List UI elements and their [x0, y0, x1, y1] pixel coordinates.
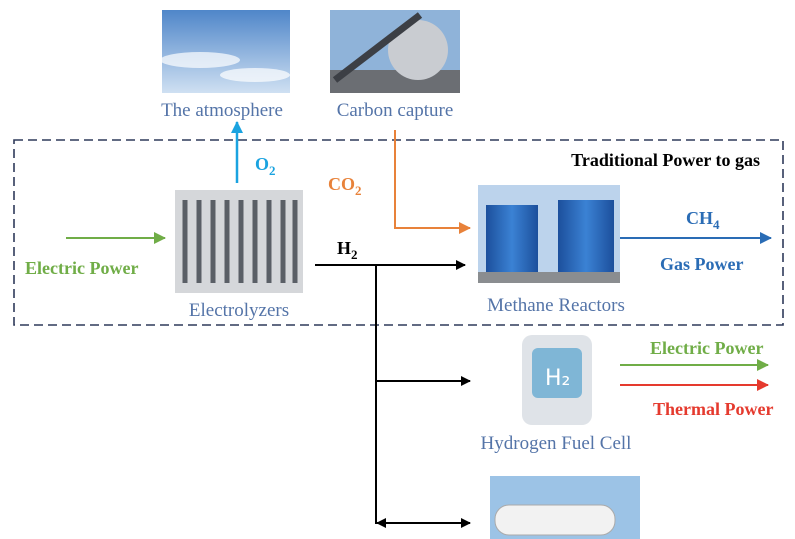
o2-label: O2 — [255, 154, 276, 178]
subscript: 2 — [351, 247, 358, 262]
methane-reactors-image — [478, 185, 620, 283]
electrolyzers-image — [175, 190, 303, 293]
flow-label: Gas Power — [660, 254, 743, 274]
flow-label: Electric Power — [25, 258, 138, 278]
ch4-label: CH4 — [686, 208, 720, 232]
arrow — [394, 130, 471, 234]
storage-image — [490, 476, 640, 539]
carbon-capture-image — [330, 10, 460, 93]
image-label: The atmosphere — [161, 100, 283, 121]
dashed-box — [13, 139, 784, 326]
h2-label: H2 — [337, 238, 358, 262]
formula: H — [337, 238, 351, 258]
flow-label: Thermal Power — [653, 399, 773, 419]
image-label: Hydrogen Fuel Cell — [481, 433, 632, 454]
svg-text:H₂: H₂ — [545, 366, 570, 391]
flow-label: Electric Power — [650, 338, 763, 358]
atmosphere-image — [160, 10, 290, 93]
formula: CO — [328, 174, 355, 194]
formula: O — [255, 154, 269, 174]
subscript: 2 — [269, 163, 276, 178]
fuel-cell-image: H₂ — [522, 335, 592, 425]
subscript: 4 — [713, 217, 720, 232]
subscript: 2 — [355, 183, 362, 198]
co2-label: CO2 — [328, 174, 362, 198]
image-label: Carbon capture — [337, 100, 454, 121]
box-title: Traditional Power to gas — [571, 150, 760, 170]
image-label: Electrolyzers — [189, 300, 289, 321]
image-label: Methane Reactors — [487, 295, 625, 316]
formula: CH — [686, 208, 713, 228]
